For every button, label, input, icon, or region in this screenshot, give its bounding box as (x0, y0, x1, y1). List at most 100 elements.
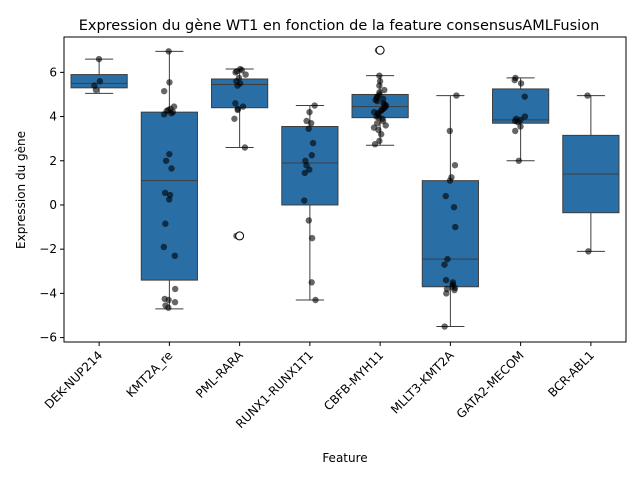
data-point (231, 115, 238, 122)
x-tick-label: BCR-ABL1 (545, 348, 597, 400)
data-point (450, 203, 458, 211)
data-point (311, 102, 318, 109)
x-axis-label: Feature (322, 451, 367, 465)
plot-frame (63, 36, 627, 343)
data-point (161, 189, 169, 197)
box-group (492, 74, 550, 164)
data-point (312, 296, 319, 304)
chart-title: Expression du gène WT1 en fonction de la… (79, 18, 600, 34)
outlier-point (375, 45, 385, 55)
data-point (239, 103, 247, 110)
data-point (512, 127, 519, 135)
data-point (171, 252, 179, 260)
data-point (376, 72, 383, 79)
y-tick-label: 6 (49, 65, 57, 79)
data-point (371, 140, 379, 148)
box (421, 180, 479, 288)
data-point (585, 248, 592, 255)
data-point (234, 82, 241, 89)
data-point (166, 196, 173, 203)
data-point (376, 137, 383, 145)
data-point (166, 79, 173, 86)
data-point (451, 286, 458, 294)
y-tick-label: −4 (39, 286, 57, 300)
x-tick-label: KMT2A_re (124, 348, 176, 400)
data-point (521, 113, 529, 120)
y-tick-label: 2 (49, 154, 57, 168)
y-tick-label: 0 (49, 198, 57, 212)
data-point (376, 82, 383, 89)
data-point (374, 97, 381, 105)
data-point (442, 276, 450, 284)
box-group (351, 45, 409, 148)
data-point (165, 296, 172, 304)
data-point (381, 86, 388, 94)
data-point (517, 80, 525, 87)
data-point (441, 261, 448, 268)
box-group (421, 92, 479, 330)
data-point (165, 48, 172, 55)
box (281, 126, 339, 206)
data-point (309, 139, 317, 147)
data-point (301, 197, 308, 204)
data-point (515, 157, 523, 164)
data-point (306, 108, 313, 116)
data-point (301, 169, 309, 177)
data-point (238, 66, 245, 74)
data-point (162, 157, 170, 164)
data-point (232, 100, 239, 107)
plot-area (70, 45, 620, 330)
data-point (446, 127, 454, 135)
data-point (308, 234, 316, 242)
data-point (95, 55, 103, 63)
y-tick-label: −6 (39, 331, 57, 345)
data-point (308, 279, 315, 286)
data-point (452, 223, 459, 231)
data-point (96, 78, 104, 85)
data-point (307, 119, 315, 127)
box-group (140, 48, 198, 311)
x-tick-label: DEK-NUP214 (42, 348, 105, 411)
box-group (211, 65, 269, 241)
y-axis-label: Expression du gène (14, 131, 28, 249)
data-point (232, 69, 239, 76)
data-point (441, 323, 448, 330)
data-point (521, 93, 528, 100)
box-group (562, 92, 620, 255)
data-point (444, 255, 451, 263)
box-group (281, 102, 339, 304)
data-point (382, 122, 389, 129)
data-point (305, 217, 312, 224)
x-tick-label: MLLT3-KMT2A (388, 348, 457, 417)
y-tick-label: −2 (39, 242, 57, 256)
data-point (442, 192, 449, 200)
data-point (92, 86, 100, 94)
data-point (511, 76, 518, 84)
data-point (584, 92, 591, 99)
data-point (374, 119, 381, 127)
x-tick-label: CBFB-MYH11 (321, 348, 386, 413)
data-point (305, 125, 312, 132)
data-point (306, 166, 313, 173)
data-point (241, 144, 249, 151)
data-point (234, 106, 241, 114)
data-point (166, 150, 173, 158)
x-tick-label: GATA2-MECOM (454, 348, 527, 421)
data-point (171, 285, 179, 293)
data-point (160, 87, 168, 95)
data-point (242, 71, 249, 78)
y-axis: −6 −4 −2 0 2 4 6 (39, 65, 64, 345)
data-point (517, 123, 524, 130)
data-point (168, 110, 175, 117)
data-point (377, 131, 385, 138)
data-point (443, 290, 450, 297)
data-point (446, 177, 454, 184)
data-point (451, 161, 459, 169)
data-point (168, 165, 175, 172)
data-point (165, 304, 172, 311)
data-point (453, 92, 460, 99)
data-point (162, 220, 169, 227)
data-point (160, 111, 168, 118)
